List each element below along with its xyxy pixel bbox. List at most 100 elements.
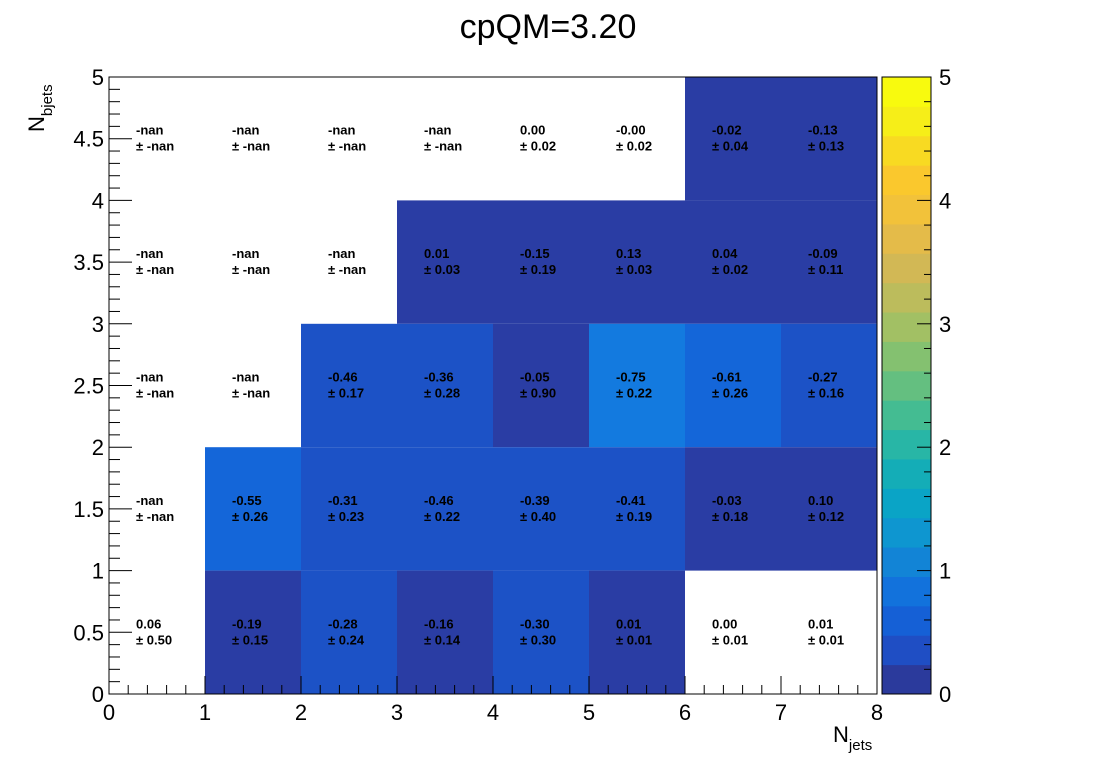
cell-error-label: ± -nan [232,139,270,154]
heatmap-cell [397,570,493,694]
cell-error-label: ± 0.26 [712,386,748,401]
heatmap-cell [397,323,493,448]
cell-value-label: -nan [136,246,164,261]
cell-error-label: ± 0.24 [328,632,365,647]
x-tick-label: 6 [679,700,691,725]
color-scale-swatch [882,664,931,695]
color-scale-tick-label: 1 [939,559,951,584]
x-axis-label-main: N [833,722,849,747]
cell-value-label: -nan [136,370,164,385]
x-tick-label: 7 [775,700,787,725]
heatmap-cell [685,77,781,201]
y-tick-label: 3.5 [73,250,104,275]
cell-error-label: ± 0.17 [328,386,364,401]
y-tick-label: 1.5 [73,497,104,522]
heatmap-cell [685,323,781,448]
x-tick-label: 5 [583,700,595,725]
x-tick-label: 4 [487,700,499,725]
y-tick-label: 0 [92,682,104,707]
heatmap-cell [493,570,589,694]
x-axis-label-sub: jets [848,737,872,754]
cell-labels: -nan± -nan-nan± -nan-nan± -nan-nan± -nan… [136,123,844,648]
cell-error-label: ± -nan [328,139,366,154]
heatmap-cell [493,200,589,324]
chart-title: cpQM=3.20 [460,8,637,46]
color-scale-swatch [882,605,931,636]
color-scale-swatch [882,165,931,196]
x-tick-label: 8 [871,700,883,725]
cell-error-label: ± 0.13 [808,139,844,154]
cell-error-label: ± 0.01 [808,632,844,647]
cell-value-label: -nan [328,123,356,138]
cell-error-label: ± 0.02 [616,139,652,154]
heatmap-cell [205,570,301,694]
cell-value-label: 0.04 [712,246,738,261]
cell-error-label: ± 0.12 [808,509,844,524]
heatmap-cells [205,77,877,694]
cell-value-label: 0.06 [136,616,161,631]
heatmap-cell [397,447,493,571]
cell-value-label: -0.61 [712,370,742,385]
cell-value-label: 0.00 [712,616,737,631]
color-scale-swatch [882,77,931,107]
cell-error-label: ± 0.22 [616,386,652,401]
cell-error-label: ± -nan [424,139,462,154]
heatmap-cell [589,570,685,694]
cell-error-label: ± -nan [136,139,174,154]
y-tick-label: 2.5 [73,374,104,399]
cell-value-label: -0.55 [232,493,262,508]
heatmap-cell [301,570,397,694]
cell-value-label: -nan [232,370,260,385]
heatmap-cell [493,323,589,448]
heatmap-cell [685,447,781,571]
cell-value-label: -0.39 [520,493,550,508]
heatmap-cell [397,200,493,324]
cell-error-label: ± 0.16 [808,386,844,401]
cell-error-label: ± 0.19 [520,262,556,277]
color-scale-swatch [882,635,931,666]
y-axis-label: Nbjets [24,84,56,132]
y-tick-label: 0.5 [73,620,104,645]
heatmap-cell [589,200,685,324]
cell-value-label: -nan [136,493,164,508]
cell-error-label: ± -nan [232,262,270,277]
cell-error-label: ± 0.26 [232,509,268,524]
cell-error-label: ± 0.02 [520,139,556,154]
heatmap-cell [589,323,685,448]
color-scale-swatch [882,488,931,519]
cell-value-label: -0.46 [328,370,358,385]
y-axis-label-main: N [24,116,49,132]
color-scale-swatch [882,458,931,489]
color-scale-swatch [882,370,931,401]
cell-value-label: 0.01 [808,616,833,631]
cell-error-label: ± -nan [136,509,174,524]
heatmap-cell [301,323,397,448]
color-scale-swatch [882,194,931,225]
color-scale-swatch [882,312,931,342]
cell-value-label: -0.19 [232,616,262,631]
cell-value-label: -0.46 [424,493,454,508]
cell-error-label: ± 0.11 [808,262,843,277]
cell-value-label: -0.27 [808,370,838,385]
color-scale-swatch [882,282,931,313]
heatmap-cell [301,447,397,571]
y-tick-label: 4.5 [73,127,104,152]
cell-error-label: ± 0.14 [424,632,461,647]
cell-error-label: ± -nan [328,262,366,277]
cell-error-label: ± 0.90 [520,386,556,401]
x-tick-label: 3 [391,700,403,725]
color-scale-tick-label: 2 [939,435,951,460]
color-scale: 0 1 2 3 4 5 [881,65,951,707]
cell-value-label: -0.75 [616,370,646,385]
cell-error-label: ± 0.30 [520,632,556,647]
x-tick-label: 2 [295,700,307,725]
cell-value-label: -0.36 [424,370,454,385]
x-tick-label: 1 [199,700,211,725]
cell-error-label: ± -nan [136,386,174,401]
cell-value-label: 0.01 [616,616,641,631]
heatmap-cell [781,323,877,448]
cell-value-label: -0.31 [328,493,358,508]
cell-value-label: -0.05 [520,370,550,385]
cell-value-label: 0.13 [616,246,641,261]
cell-error-label: ± 0.40 [520,509,556,524]
